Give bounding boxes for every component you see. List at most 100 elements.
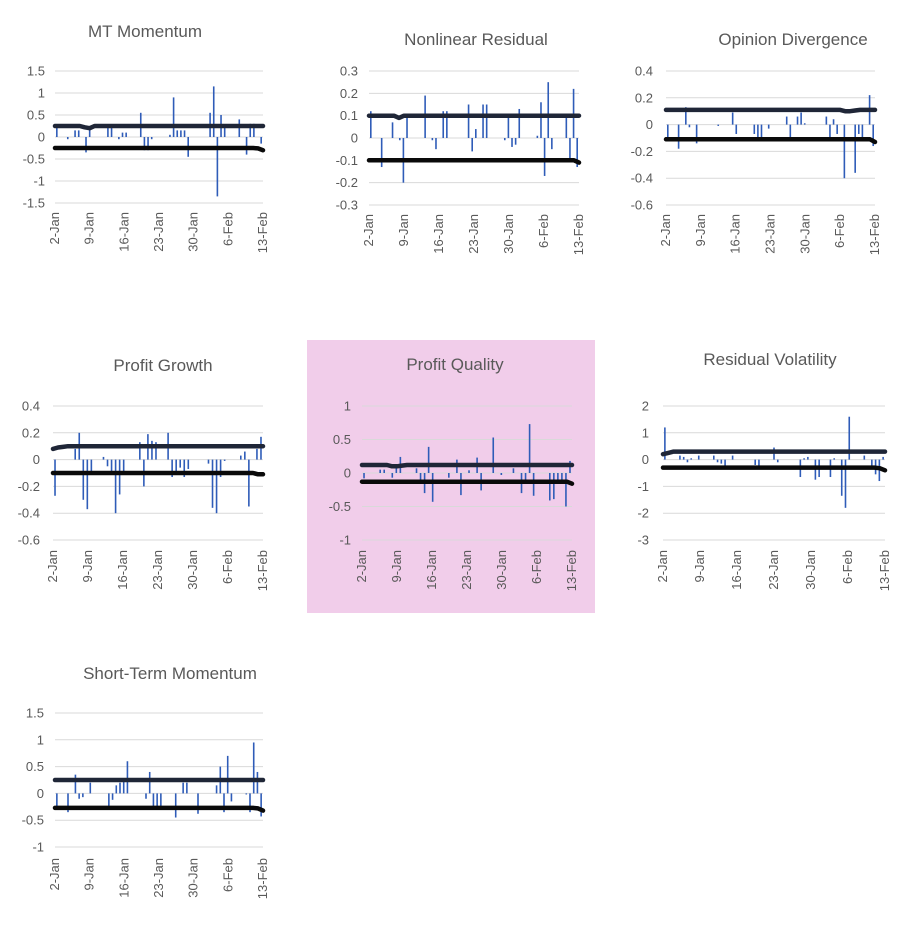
y-tick-label: -2	[637, 506, 649, 521]
x-tick-label: 23-Jan	[151, 858, 166, 898]
y-tick-label: -3	[637, 533, 649, 548]
y-tick-label: 0	[37, 786, 44, 801]
upper-band-line	[366, 113, 582, 121]
upper-band-line	[50, 443, 266, 452]
y-tick-label: 0.5	[333, 432, 351, 447]
y-tick-label: 0.3	[340, 64, 358, 79]
y-tick-label: -1	[339, 533, 351, 548]
x-tick-label: 30-Jan	[501, 214, 516, 254]
x-tick-label: 9-Jan	[693, 214, 708, 247]
x-tick-label: 2-Jan	[361, 214, 376, 247]
upper-band-line	[359, 462, 575, 469]
y-tick-label: -0.6	[18, 533, 40, 548]
y-tick-label: 1.5	[26, 706, 44, 721]
y-tick-label: -0.4	[18, 506, 40, 521]
x-tick-label: 23-Jan	[763, 214, 778, 254]
y-tick-label: 0.1	[340, 108, 358, 123]
x-tick-label: 6-Feb	[220, 212, 235, 246]
chart-svg: Opinion Divergence 0.4 0.2 0 -0.2 -0.4 -0.6 2-J…	[631, 30, 882, 255]
x-tick-label: 9-Jan	[80, 550, 95, 583]
y-tick-label: -0.3	[336, 198, 358, 213]
y-tick-label: -0.2	[336, 175, 358, 190]
x-tick-label: 2-Jan	[655, 550, 670, 583]
x-tick-label: 16-Jan	[729, 550, 744, 590]
chart-svg: Residual Volatility 2 1 0 -1 -2 -3 2-Jan 9-Jan 16…	[637, 350, 892, 591]
x-tick-label: 16-Jan	[431, 214, 446, 254]
chart-svg: Short-Term Momentum 1.5 1 0.5 0 -0.5 -12-Jan 9-…	[22, 664, 270, 899]
x-tick-label: 23-Jan	[766, 550, 781, 590]
y-tick-label: 0	[646, 117, 653, 132]
x-tick-label: 16-Jan	[115, 550, 130, 590]
x-tick-label: 30-Jan	[186, 858, 201, 898]
upper-band-line	[52, 123, 266, 131]
x-tick-label: 6-Feb	[536, 214, 551, 248]
x-tick-label: 2-Jan	[354, 550, 369, 583]
upper-band-line	[663, 107, 878, 114]
x-tick-label: 13-Feb	[255, 858, 270, 899]
y-tick-label: -1.5	[23, 196, 45, 211]
x-tick-label: 2-Jan	[658, 214, 673, 247]
bar-series	[370, 82, 578, 183]
x-tick-label: 2-Jan	[47, 212, 62, 245]
chart-panel-nonlinear-residual: Nonlinear Residual 0.3 0.2 0.1 0 -0.1 -0.2 -0.3…	[306, 0, 606, 300]
x-tick-label: 13-Feb	[877, 550, 892, 591]
x-tick-label: 6-Feb	[840, 550, 855, 584]
x-tick-label: 2-Jan	[47, 858, 62, 891]
chart-title: Short-Term Momentum	[83, 664, 257, 683]
x-tick-label: 9-Jan	[692, 550, 707, 583]
chart-panel-profit-growth: Profit Growth 0.4 0.2 0 -0.2 -0.4 -0.6 2-Jan 9-J…	[0, 338, 300, 638]
x-tick-label: 13-Feb	[571, 214, 586, 255]
x-tick-label: 16-Jan	[728, 214, 743, 254]
lower-band-line	[366, 158, 582, 165]
x-tick-label: 9-Jan	[82, 212, 97, 245]
chart-svg: Profit Growth 0.4 0.2 0 -0.2 -0.4 -0.6 2-Jan 9-J…	[18, 356, 270, 591]
x-tick-label: 9-Jan	[82, 858, 97, 891]
x-tick-label: 6-Feb	[529, 550, 544, 584]
x-tick-label: 30-Jan	[186, 212, 201, 252]
upper-band-line	[660, 449, 888, 457]
x-tick-label: 16-Jan	[424, 550, 439, 590]
x-tick-label: 2-Jan	[45, 550, 60, 583]
lower-band-line	[52, 145, 266, 153]
chart-title: Nonlinear Residual	[404, 30, 548, 49]
y-tick-label: 1	[642, 425, 649, 440]
bar-series	[667, 95, 874, 179]
y-tick-label: -0.5	[329, 499, 351, 514]
y-tick-label: 0	[642, 452, 649, 467]
x-tick-label: 13-Feb	[867, 214, 882, 255]
lower-band-line	[50, 470, 266, 477]
y-tick-label: 0	[344, 466, 351, 481]
x-tick-label: 6-Feb	[832, 214, 847, 248]
y-tick-label: -0.5	[23, 152, 45, 167]
bar-series	[664, 416, 884, 508]
y-tick-label: 1	[38, 86, 45, 101]
x-tick-label: 30-Jan	[185, 550, 200, 590]
chart-title: Opinion Divergence	[718, 30, 867, 49]
y-tick-label: -1	[33, 174, 45, 189]
chart-panel-short-term-momentum: Short-Term Momentum 1.5 1 0.5 0 -0.5 -1 2-Jan 9-…	[0, 648, 300, 948]
x-tick-label: 23-Jan	[466, 214, 481, 254]
y-tick-label: 0	[38, 130, 45, 145]
chart-svg: MT Momentum 1.5 1 0.5 0 -0.5 -1 -1.52-Jan 9-Jan 1…	[23, 22, 270, 253]
chart-panel-residual-volatility: Residual Volatility 2 1 0 -1 -2 -3 2-Jan 9-Jan 16…	[613, 338, 913, 638]
y-tick-label: -1	[637, 479, 649, 494]
chart-title: Residual Volatility	[703, 350, 837, 369]
lower-band-line	[359, 479, 575, 486]
y-tick-label: 0	[351, 131, 358, 146]
x-tick-label: 9-Jan	[396, 214, 411, 247]
y-tick-label: -0.5	[22, 813, 44, 828]
x-tick-label: 9-Jan	[389, 550, 404, 583]
y-tick-label: -0.4	[631, 171, 653, 186]
lower-band-line	[52, 805, 266, 813]
x-tick-label: 13-Feb	[255, 212, 270, 253]
y-tick-label: 0.5	[27, 108, 45, 123]
lower-band-line	[663, 137, 878, 145]
lower-band-line	[660, 465, 888, 473]
x-tick-label: 16-Jan	[116, 858, 131, 898]
y-tick-label: 0.5	[26, 759, 44, 774]
x-tick-label: 6-Feb	[220, 858, 235, 892]
chart-panel-profit-quality[interactable]: Profit Quality 1 0.5 0 -0.5 -1 2-Jan 9-Jan 16-Ja…	[307, 340, 595, 613]
y-tick-label: -0.2	[631, 144, 653, 159]
x-tick-label: 6-Feb	[220, 550, 235, 584]
chart-title: Profit Quality	[406, 355, 504, 374]
